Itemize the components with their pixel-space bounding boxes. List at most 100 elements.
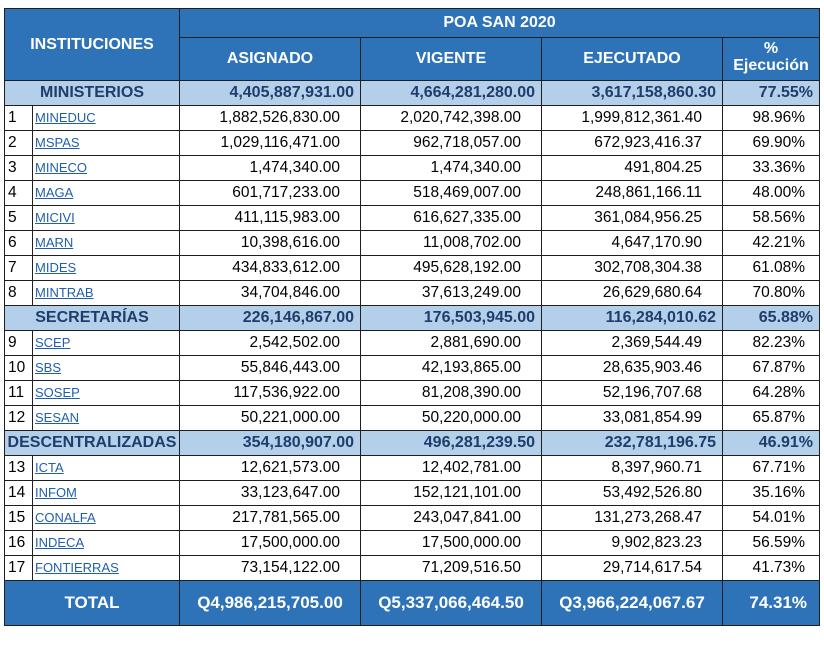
row-number: 6	[4, 230, 33, 256]
row-number: 4	[4, 180, 33, 206]
table-row: 14 INFOM 33,123,647.00 152,121,101.00 53,492…	[4, 480, 821, 506]
institution-cell: MINECO	[32, 155, 180, 181]
section-pct: 77.55%	[721, 80, 821, 106]
row-pct: 98.96%	[721, 105, 821, 131]
row-vigente: 616,627,335.00	[360, 205, 542, 231]
row-ejecutado: 1,999,812,361.40	[541, 105, 723, 131]
row-ejecutado: 672,923,416.37	[541, 130, 723, 156]
row-pct: 35.16%	[721, 480, 821, 506]
institution-cell: SCEP	[32, 330, 180, 356]
row-ejecutado: 2,369,544.49	[541, 330, 723, 356]
institution-link[interactable]: SESAN	[35, 410, 80, 425]
institution-link[interactable]: ICTA	[35, 460, 64, 475]
institution-link[interactable]: SBS	[35, 360, 62, 375]
institution-cell: MINEDUC	[32, 105, 180, 131]
institution-link[interactable]: INFOM	[35, 485, 77, 500]
header-pct-symbol: %	[763, 40, 779, 57]
institution-cell: MARN	[32, 230, 180, 256]
section-ejecutado: 3,617,158,860.30	[541, 80, 723, 106]
table-row: 17 FONTIERRAS 73,154,122.00 71,209,516.50 29…	[4, 555, 821, 581]
total-label: TOTAL	[4, 580, 180, 626]
row-pct: 41.73%	[721, 555, 821, 581]
institution-link[interactable]: MARN	[35, 235, 74, 250]
table-row: 8 MINTRAB 34,704,846.00 37,613,249.00 26,629…	[4, 280, 821, 306]
row-vigente: 243,047,841.00	[360, 505, 542, 531]
row-pct: 65.87%	[721, 405, 821, 431]
institution-link[interactable]: MSPAS	[35, 135, 80, 150]
row-ejecutado: 52,196,707.68	[541, 380, 723, 406]
row-number: 3	[4, 155, 33, 181]
section-name: SECRETARÍAS	[4, 305, 180, 331]
table-row: 3 MINECO 1,474,340.00 1,474,340.00 491,804.2…	[4, 155, 821, 181]
section-vigente: 496,281,239.50	[360, 430, 542, 456]
institution-link[interactable]: MICIVI	[35, 210, 75, 225]
row-pct: 82.23%	[721, 330, 821, 356]
table-row: 11 SOSEP 117,536,922.00 81,208,390.00 52,196…	[4, 380, 821, 406]
institution-link[interactable]: MINECO	[35, 160, 87, 175]
institution-link[interactable]: INDECA	[35, 535, 85, 550]
section-row: DESCENTRALIZADAS 354,180,907.00 496,281,23…	[4, 430, 821, 456]
row-vigente: 495,628,192.00	[360, 255, 542, 281]
section-vigente: 4,664,281,280.00	[360, 80, 542, 106]
row-vigente: 17,500,000.00	[360, 530, 542, 556]
total-ejecutado: Q3,966,224,067.67	[541, 580, 723, 626]
row-number: 16	[4, 530, 33, 556]
row-vigente: 50,220,000.00	[360, 405, 542, 431]
row-vigente: 1,474,340.00	[360, 155, 542, 181]
row-ejecutado: 302,708,304.38	[541, 255, 723, 281]
row-asignado: 1,474,340.00	[179, 155, 361, 181]
row-ejecutado: 8,397,960.71	[541, 455, 723, 481]
institution-link[interactable]: MINTRAB	[35, 285, 94, 300]
section-ejecutado: 116,284,010.62	[541, 305, 723, 331]
institution-cell: SBS	[32, 355, 180, 381]
section-name: DESCENTRALIZADAS	[4, 430, 180, 456]
institution-link[interactable]: SCEP	[35, 335, 71, 350]
row-number: 7	[4, 255, 33, 281]
institution-cell: CONALFA	[32, 505, 180, 531]
institution-link[interactable]: CONALFA	[35, 510, 96, 525]
row-ejecutado: 4,647,170.90	[541, 230, 723, 256]
institution-cell: ICTA	[32, 455, 180, 481]
institution-cell: MAGA	[32, 180, 180, 206]
row-pct: 61.08%	[721, 255, 821, 281]
row-number: 2	[4, 130, 33, 156]
institution-cell: SOSEP	[32, 380, 180, 406]
institution-cell: SESAN	[32, 405, 180, 431]
row-pct: 69.90%	[721, 130, 821, 156]
institution-link[interactable]: MAGA	[35, 185, 74, 200]
header-ejecutado: EJECUTADO	[541, 37, 723, 81]
row-asignado: 117,536,922.00	[179, 380, 361, 406]
row-pct: 64.28%	[721, 380, 821, 406]
header-instituciones: INSTITUCIONES	[4, 8, 180, 81]
row-ejecutado: 491,804.25	[541, 155, 723, 181]
row-number: 1	[4, 105, 33, 131]
row-ejecutado: 28,635,903.46	[541, 355, 723, 381]
institution-link[interactable]: FONTIERRAS	[35, 560, 119, 575]
row-number: 11	[4, 380, 33, 406]
header-pct-ejecucion: % Ejecución	[721, 37, 821, 81]
section-asignado: 4,405,887,931.00	[179, 80, 361, 106]
institution-cell: MIDES	[32, 255, 180, 281]
row-vigente: 42,193,865.00	[360, 355, 542, 381]
section-pct: 46.91%	[721, 430, 821, 456]
row-asignado: 50,221,000.00	[179, 405, 361, 431]
institution-link[interactable]: MINEDUC	[35, 110, 96, 125]
row-ejecutado: 29,714,617.54	[541, 555, 723, 581]
row-number: 8	[4, 280, 33, 306]
row-asignado: 411,115,983.00	[179, 205, 361, 231]
table-row: 12 SESAN 50,221,000.00 50,220,000.00 33,081,…	[4, 405, 821, 431]
row-pct: 67.71%	[721, 455, 821, 481]
institution-cell: FONTIERRAS	[32, 555, 180, 581]
institution-link[interactable]: MIDES	[35, 260, 77, 275]
institution-link[interactable]: SOSEP	[35, 385, 80, 400]
row-pct: 56.59%	[721, 530, 821, 556]
row-number: 10	[4, 355, 33, 381]
institution-cell: MSPAS	[32, 130, 180, 156]
section-row: MINISTERIOS 4,405,887,931.00 4,664,281,280…	[4, 80, 821, 106]
table-row: 2 MSPAS 1,029,116,471.00 962,718,057.00 672,…	[4, 130, 821, 156]
table-row: 16 INDECA 17,500,000.00 17,500,000.00 9,902,…	[4, 530, 821, 556]
row-vigente: 71,209,516.50	[360, 555, 542, 581]
table-row: 13 ICTA 12,621,573.00 12,402,781.00 8,397,96…	[4, 455, 821, 481]
poa-san-table: INSTITUCIONES POA SAN 2020 ASIGNADO VIGE…	[4, 8, 821, 626]
section-vigente: 176,503,945.00	[360, 305, 542, 331]
